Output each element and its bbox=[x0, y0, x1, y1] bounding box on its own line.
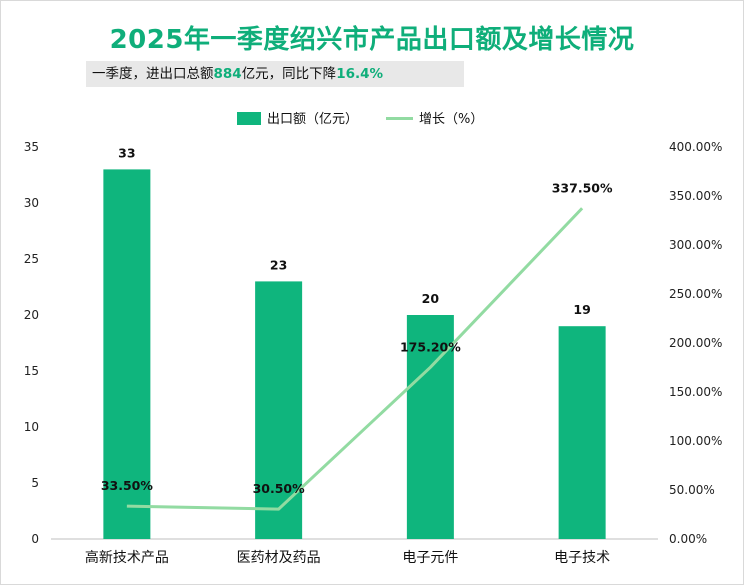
bar-value-label: 20 bbox=[422, 291, 440, 306]
chart-subtitle: 一季度，进出口总额884亿元，同比下降16.4% bbox=[86, 61, 464, 87]
y-left-tick-label: 15 bbox=[24, 364, 39, 378]
y-right-tick-label: 50.00% bbox=[669, 483, 715, 497]
y-right-tick-label: 200.00% bbox=[669, 336, 722, 350]
y-right-tick-label: 150.00% bbox=[669, 385, 722, 399]
bar-value-label: 19 bbox=[573, 302, 590, 317]
y-left-tick-label: 0 bbox=[31, 532, 39, 546]
legend-line-label: 增长（%） bbox=[419, 112, 483, 127]
bar bbox=[558, 326, 606, 539]
subtitle-middle: 亿元，同比下降 bbox=[241, 66, 337, 82]
subtitle-rate: 16.4% bbox=[336, 66, 384, 82]
y-left-tick-label: 10 bbox=[24, 420, 39, 434]
y-right-tick-label: 300.00% bbox=[669, 238, 722, 252]
x-category-label: 医药材及药品 bbox=[237, 550, 321, 566]
bar bbox=[255, 281, 303, 539]
line-value-label: 30.50% bbox=[253, 481, 306, 496]
bar-value-label: 33 bbox=[118, 145, 135, 160]
legend-bar-label: 出口额（亿元） bbox=[267, 112, 358, 127]
line-value-label: 175.20% bbox=[400, 339, 461, 354]
y-left-tick-label: 20 bbox=[24, 308, 39, 322]
y-right-tick-label: 100.00% bbox=[669, 434, 722, 448]
bar bbox=[103, 169, 151, 539]
y-left-tick-label: 35 bbox=[24, 140, 39, 154]
y-left-tick-label: 5 bbox=[31, 476, 39, 490]
legend-bar-swatch bbox=[237, 112, 261, 125]
x-category-label: 高新技术产品 bbox=[85, 549, 169, 566]
x-category-label: 电子元件 bbox=[402, 550, 458, 566]
y-right-tick-label: 350.00% bbox=[669, 189, 722, 203]
y-right-tick-label: 400.00% bbox=[669, 140, 722, 154]
chart-title: 2025年一季度绍兴市产品出口额及增长情况 bbox=[109, 25, 635, 55]
y-left-tick-label: 25 bbox=[24, 252, 39, 266]
y-left-tick-label: 30 bbox=[24, 196, 39, 210]
growth-line bbox=[126, 207, 584, 511]
line-value-label: 337.50% bbox=[552, 180, 613, 195]
y-right-tick-label: 0.00% bbox=[669, 532, 707, 546]
bar-value-label: 23 bbox=[270, 257, 287, 272]
subtitle-prefix: 一季度，进出口总额 bbox=[92, 66, 214, 82]
y-right-tick-label: 250.00% bbox=[669, 287, 722, 301]
x-category-label: 电子技术 bbox=[554, 550, 610, 566]
line-value-label: 33.50% bbox=[101, 478, 154, 493]
subtitle-amount: 884 bbox=[213, 66, 242, 82]
